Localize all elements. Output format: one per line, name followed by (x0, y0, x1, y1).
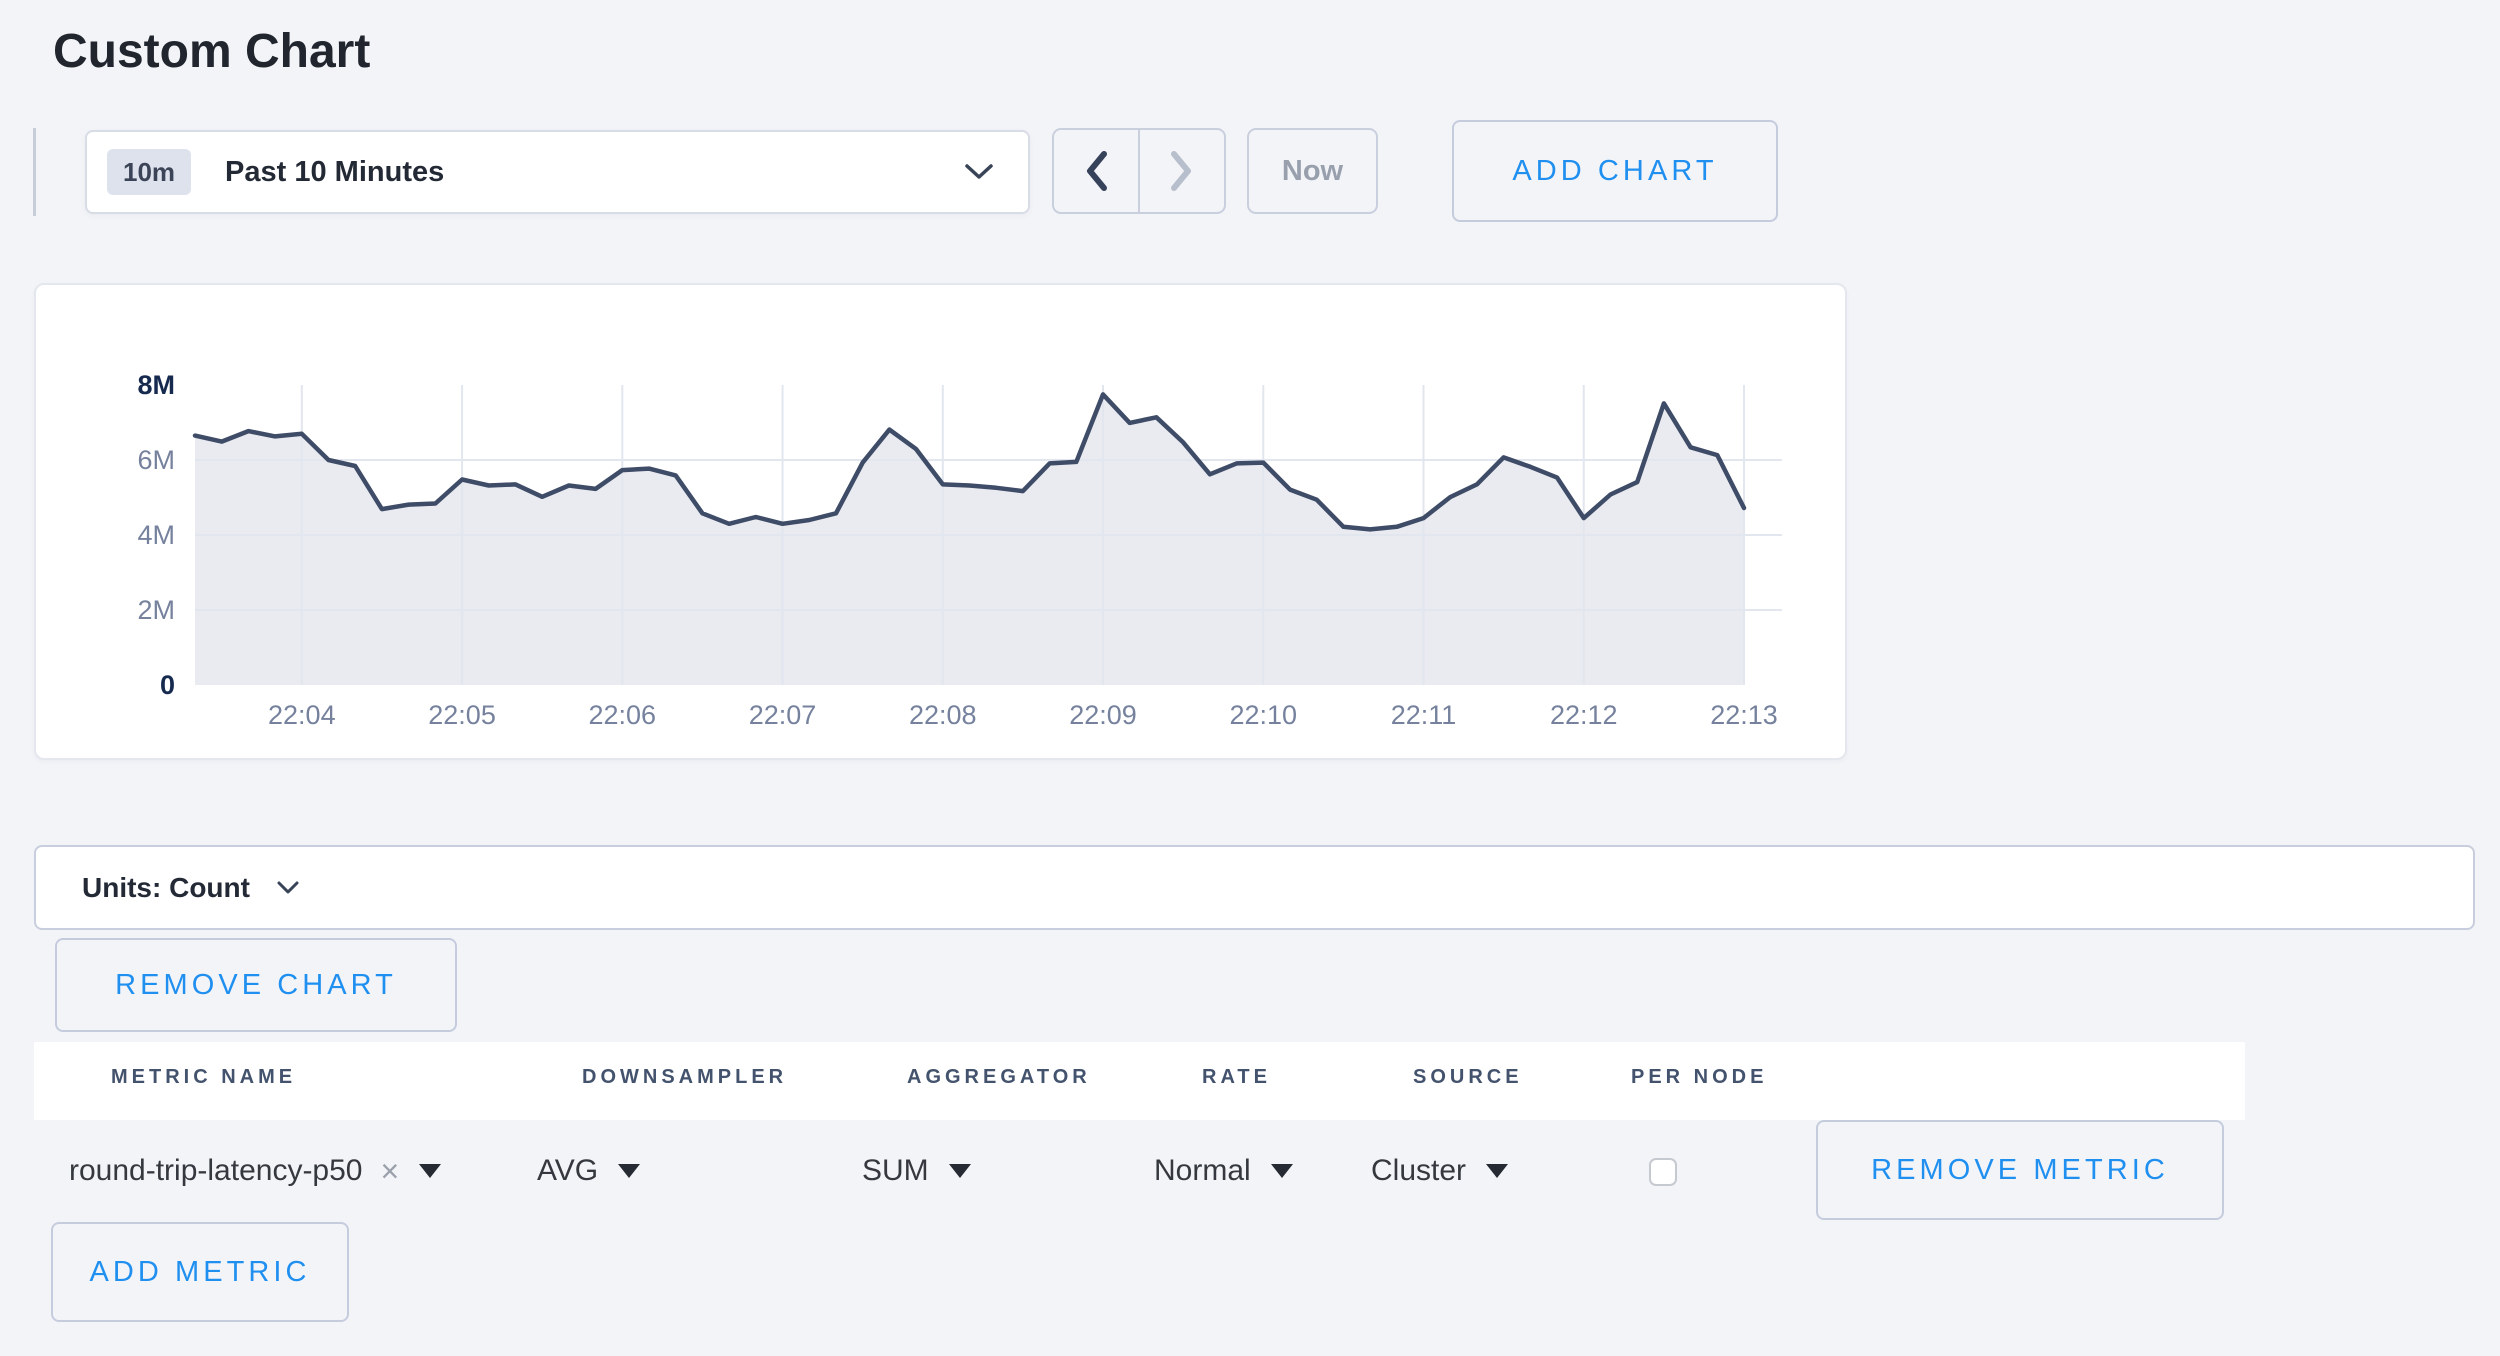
page-title: Custom Chart (53, 25, 371, 78)
aggregator-select[interactable]: SUM (862, 1154, 971, 1188)
time-shift-group (1052, 128, 1226, 214)
caret-down-icon (618, 1164, 641, 1178)
column-header-aggregator: AGGREGATOR (907, 1066, 1091, 1088)
time-range-badge: 10m (107, 149, 192, 195)
x-tick-label: 22:09 (1069, 700, 1137, 730)
units-label: Units: Count (82, 871, 250, 903)
source-select[interactable]: Cluster (1371, 1154, 1509, 1188)
time-range-dropdown[interactable]: 10m Past 10 Minutes (85, 130, 1030, 214)
remove-chart-button[interactable]: REMOVE CHART (55, 938, 457, 1032)
y-tick-label: 4M (137, 520, 175, 550)
x-tick-label: 22:05 (428, 700, 496, 730)
x-tick-label: 22:06 (588, 700, 657, 730)
rate-select[interactable]: Normal (1154, 1154, 1293, 1188)
y-tick-label: 8M (137, 370, 175, 400)
y-tick-label: 0 (159, 670, 175, 700)
remove-metric-button[interactable]: REMOVE METRIC (1816, 1120, 2224, 1220)
metrics-table-header: METRIC NAME DOWNSAMPLER AGGREGATOR RATE SOUR… (34, 1042, 2245, 1120)
caret-down-icon (948, 1164, 971, 1178)
time-series-chart[interactable]: 8M 6M 4M 2M 0 22:04 22:05 22:06 22:07 22:08 22:09 2… (137, 370, 1782, 730)
column-header-downsampler: DOWNSAMPLER (582, 1066, 788, 1088)
chevron-right-icon (1171, 151, 1191, 191)
downsampler-select[interactable]: AVG (537, 1154, 641, 1188)
now-button[interactable]: Now (1247, 128, 1378, 214)
x-tick-label: 22:12 (1549, 700, 1618, 730)
y-tick-label: 2M (137, 595, 175, 625)
column-header-source: SOURCE (1413, 1066, 1523, 1088)
chart-card: 8M 6M 4M 2M 0 22:04 22:05 22:06 22:07 22:08 22:09 2… (34, 283, 1847, 760)
caret-down-icon (419, 1164, 442, 1178)
chevron-left-icon (1087, 151, 1107, 191)
x-icon[interactable]: × (380, 1153, 400, 1189)
add-chart-button[interactable]: ADD CHART (1452, 120, 1778, 222)
rate-select-value: Normal (1154, 1154, 1251, 1187)
time-back-button[interactable] (1054, 130, 1140, 212)
metric-name-select[interactable]: round-trip-latency-p50 × (69, 1153, 442, 1189)
column-header-rate: RATE (1202, 1066, 1271, 1088)
x-tick-label: 22:13 (1710, 700, 1778, 730)
x-tick-label: 22:11 (1390, 700, 1457, 730)
chevron-down-icon (277, 881, 299, 894)
downsampler-select-value: AVG (537, 1154, 599, 1187)
aggregator-select-value: SUM (862, 1154, 929, 1187)
time-forward-button[interactable] (1140, 130, 1224, 212)
toolbar-divider (33, 128, 36, 216)
per-node-checkbox[interactable] (1649, 1158, 1677, 1186)
source-select-value: Cluster (1371, 1154, 1467, 1187)
metric-name-select-value: round-trip-latency-p50 (69, 1154, 363, 1187)
time-range-label: Past 10 Minutes (225, 155, 445, 188)
x-tick-label: 22:08 (908, 700, 977, 730)
column-header-metric-name: METRIC NAME (111, 1066, 297, 1088)
y-tick-label: 6M (137, 445, 175, 475)
units-dropdown[interactable]: Units: Count (34, 845, 2475, 930)
x-tick-label: 22:07 (748, 700, 817, 730)
caret-down-icon (1270, 1164, 1293, 1178)
add-metric-button[interactable]: ADD METRIC (51, 1222, 349, 1322)
area-series (192, 385, 1782, 685)
column-header-per-node: PER NODE (1631, 1066, 1768, 1088)
caret-down-icon (1486, 1164, 1509, 1178)
chevron-down-icon (965, 164, 993, 179)
x-tick-label: 22:10 (1229, 700, 1298, 730)
metric-row: round-trip-latency-p50 × AVG SUM Normal Clust… (0, 1120, 2500, 1232)
x-tick-label: 22:04 (268, 700, 336, 730)
